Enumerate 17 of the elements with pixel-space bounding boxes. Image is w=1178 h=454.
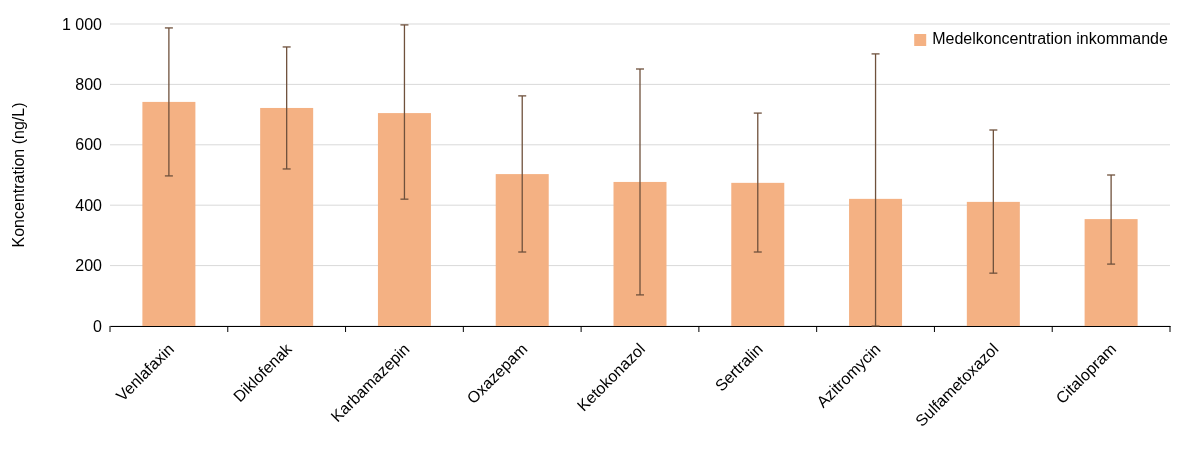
bar	[377, 113, 431, 326]
bar	[1084, 219, 1138, 326]
bar	[142, 101, 196, 326]
y-tick-label: 1 000	[61, 15, 103, 33]
y-tick-label: 600	[75, 136, 103, 154]
bar	[613, 181, 667, 326]
bar	[731, 182, 785, 326]
y-tick-label: 400	[75, 196, 103, 214]
legend-label: Medelkoncentration inkommande	[932, 30, 1168, 47]
y-tick-label: 800	[75, 76, 103, 94]
y-tick-label: 200	[75, 257, 103, 275]
y-axis-title: Koncentration (ng/L)	[10, 102, 27, 248]
bar	[260, 107, 314, 326]
bar	[849, 198, 903, 326]
bar	[495, 174, 549, 326]
bar	[966, 201, 1020, 326]
y-tick-label: 0	[93, 317, 103, 335]
